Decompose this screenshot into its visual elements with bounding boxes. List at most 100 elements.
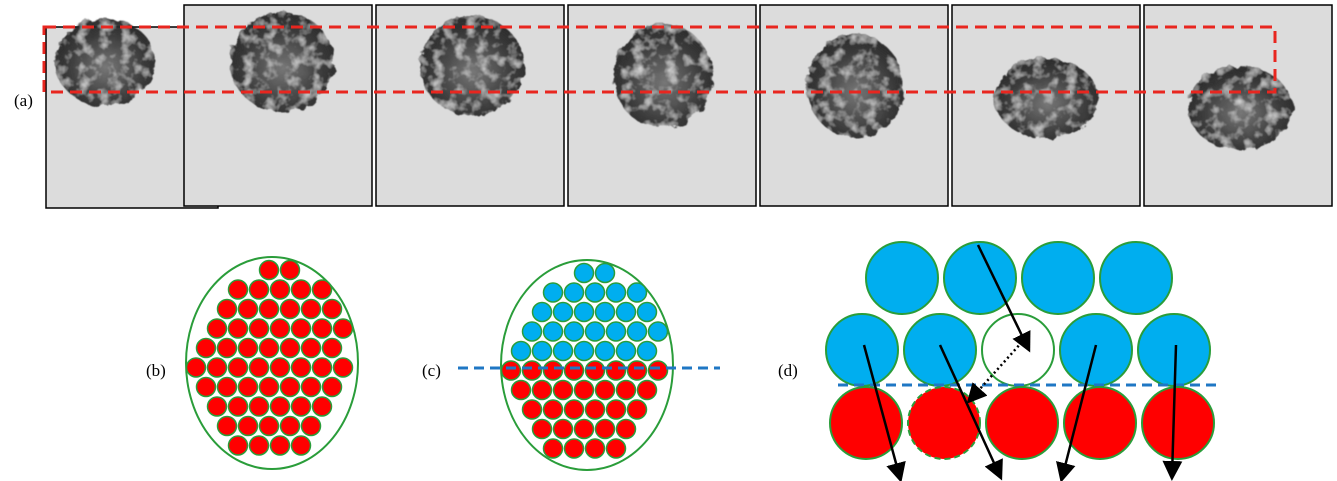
red-cell [248, 279, 270, 300]
blue-cell [1021, 241, 1095, 315]
blue-cell [573, 262, 595, 284]
blue-cell [943, 241, 1017, 315]
panel-label: (a) [14, 91, 33, 110]
red-cell [290, 357, 312, 378]
red-cell [279, 337, 301, 359]
red-cell [1141, 386, 1215, 460]
red-cell [195, 376, 217, 398]
red-cell [1063, 386, 1137, 460]
panel-label: (c) [422, 361, 441, 380]
red-cell [605, 360, 627, 381]
blue-cell [552, 340, 574, 362]
cell-image [613, 24, 713, 128]
arrow [1162, 344, 1183, 481]
red-cell [216, 337, 238, 359]
red-cell [279, 298, 301, 320]
blue-cell [521, 321, 543, 342]
red-cell [248, 357, 270, 378]
red-cell [573, 418, 595, 440]
red-cell [227, 357, 249, 378]
red-cell [279, 259, 301, 281]
red-cell [563, 438, 585, 459]
red-cell [573, 379, 595, 401]
blue-cell [636, 340, 658, 362]
red-cell [311, 396, 333, 417]
blue-cell [542, 282, 564, 303]
red-cell [269, 318, 291, 339]
panel-b [185, 256, 359, 470]
blue-cell [865, 241, 939, 315]
red-cell [829, 386, 903, 460]
red-cell [258, 259, 280, 281]
cell-image [420, 16, 524, 116]
red-cell [563, 360, 585, 381]
red-cell [290, 396, 312, 417]
red-cell [206, 357, 228, 378]
red-cell [332, 318, 354, 339]
red-cell [594, 418, 616, 440]
red-cell [500, 360, 522, 381]
red-cell [227, 435, 249, 456]
red-cell [216, 376, 238, 398]
red-cell [521, 399, 543, 420]
red-cell [531, 418, 553, 440]
blue-cell [531, 301, 553, 323]
red-cell [248, 396, 270, 417]
red-cell [584, 360, 606, 381]
red-cell [300, 337, 322, 359]
red-cell [269, 357, 291, 378]
red-cell [258, 337, 280, 359]
red-cell [258, 415, 280, 437]
blue-cell [594, 340, 616, 362]
blue-cell [563, 321, 585, 342]
red-cell [311, 357, 333, 378]
blue-cell [584, 282, 606, 303]
red-cell [237, 298, 259, 320]
arrow [1056, 344, 1098, 481]
red-cell [531, 379, 553, 401]
red-cell [584, 438, 606, 459]
blue-cell [626, 321, 648, 342]
blue-cell [626, 282, 648, 303]
red-cell [605, 399, 627, 420]
panel-label: (d) [778, 361, 798, 380]
red-cell [269, 279, 291, 300]
red-cell [594, 379, 616, 401]
red-cell [269, 435, 291, 456]
highlight-box [42, 25, 1277, 94]
red-cell [321, 376, 343, 398]
red-cell [615, 418, 637, 440]
blue-cell [825, 313, 899, 387]
red-cell [248, 318, 270, 339]
blue-cell [1099, 241, 1173, 315]
red-cell [552, 379, 574, 401]
blue-cell [615, 301, 637, 323]
red-cell [542, 399, 564, 420]
red-cell [321, 337, 343, 359]
arrow [862, 344, 906, 481]
red-cell [321, 298, 343, 320]
panel-d [825, 241, 1218, 481]
red-cell [605, 438, 627, 459]
red-cell [216, 415, 238, 437]
red-cell [552, 418, 574, 440]
blue-cell [615, 340, 637, 362]
red-cell [237, 376, 259, 398]
red-cell [907, 386, 981, 460]
red-cell [248, 435, 270, 456]
panel-c [458, 259, 720, 471]
red-cell [311, 279, 333, 300]
red-cell [636, 379, 658, 401]
arrow [976, 244, 1031, 353]
red-cell [237, 415, 259, 437]
red-cell [279, 415, 301, 437]
red-cell [542, 360, 564, 381]
red-cell [206, 318, 228, 339]
cell-image [230, 12, 334, 112]
red-cell [563, 399, 585, 420]
red-cell [542, 438, 564, 459]
red-cell [227, 396, 249, 417]
blue-cell [573, 340, 595, 362]
blue-cell [510, 340, 532, 362]
